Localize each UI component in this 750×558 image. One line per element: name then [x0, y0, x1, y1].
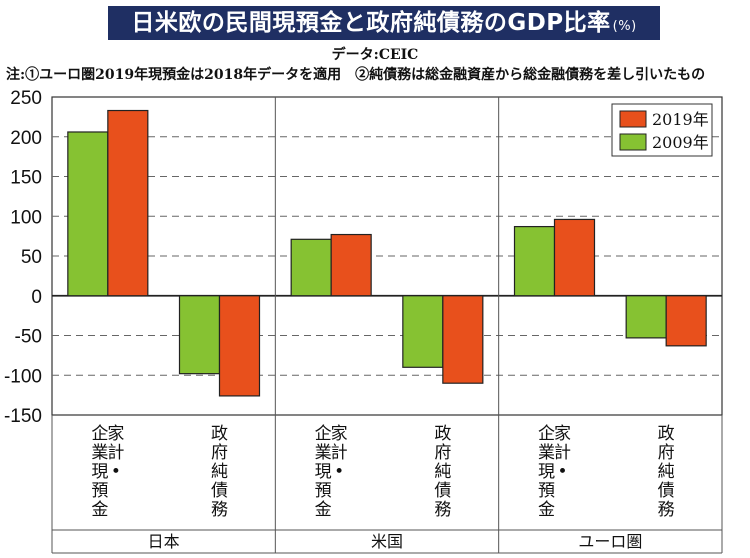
category-label-char: 債	[211, 481, 228, 501]
bar-2009-3	[402, 295, 444, 368]
category-label-char: 業	[91, 443, 108, 463]
category-label-char: 純	[211, 462, 228, 482]
category-label-char: 純	[434, 462, 451, 482]
category-label-char: 預	[315, 481, 332, 501]
category-label-char: 政	[658, 424, 675, 444]
group-label: 米国	[371, 532, 403, 551]
y-tick-label: -150	[4, 406, 42, 427]
category-label-char: 現	[91, 462, 108, 482]
y-tick-label: 200	[10, 128, 42, 149]
chart-note: 注:①ユーロ圏2019年現預金は2018年データを適用 ②純債務は総金融資産から…	[6, 67, 706, 83]
legend-swatch	[619, 133, 647, 151]
y-tick-label: -100	[4, 366, 42, 387]
y-tick-label: 250	[10, 88, 42, 109]
y-tick-label: 50	[21, 247, 42, 268]
bar-2009-4	[513, 225, 556, 297]
category-label-char: 業	[538, 443, 555, 463]
y-tick-label: -50	[15, 327, 42, 348]
bar-2009-0	[67, 131, 109, 297]
bar-2009-5	[625, 295, 667, 339]
legend-label: 2019年	[652, 110, 709, 129]
category-label-char: 府	[434, 443, 451, 463]
category-label-char: 計	[554, 443, 571, 463]
bar-2019-3	[442, 295, 484, 384]
legend-label: 2009年	[652, 133, 709, 152]
category-label-char: 金	[538, 500, 555, 520]
category-label-char: 府	[658, 443, 675, 463]
chart-title: 日米欧の民間現預金と政府純債務のGDP比率 (%)	[108, 6, 660, 40]
category-label-char: 企	[538, 424, 555, 444]
bar-2019-4	[553, 218, 596, 297]
category-label-char: 金	[91, 500, 108, 520]
chart-title-text: 日米欧の民間現預金と政府純債務のGDP比率	[131, 10, 611, 36]
category-label-char: 企	[91, 424, 108, 444]
y-tick-label: 150	[10, 168, 42, 189]
category-label-char: 債	[658, 481, 675, 501]
data-source: データ:CEIC	[331, 47, 419, 63]
group-label: ユーロ圏	[578, 532, 642, 551]
category-label-char: 債	[434, 481, 451, 501]
chart-title-unit: (%)	[612, 19, 637, 34]
category-label-char: 純	[658, 462, 675, 482]
y-tick-label: 0	[31, 287, 42, 308]
category-label-char: 現	[538, 462, 555, 482]
category-label-char: •	[557, 462, 567, 482]
category-label-char: 家	[107, 424, 124, 444]
category-label-char: 計	[107, 443, 124, 463]
bar-2019-0	[107, 109, 149, 297]
category-label-char: 預	[538, 481, 555, 501]
category-label-char: 府	[211, 443, 228, 463]
category-label-char: 務	[434, 500, 451, 520]
category-label-char: 務	[211, 500, 228, 520]
group-label: 日本	[148, 532, 180, 551]
bar-2019-1	[218, 295, 261, 397]
bar-2009-1	[178, 295, 221, 375]
category-label-char: 業	[315, 443, 332, 463]
bar-2019-2	[330, 233, 372, 297]
category-label-char: 家	[331, 424, 348, 444]
category-label-char: 預	[91, 481, 108, 501]
y-tick-label: 100	[10, 207, 42, 228]
category-label-char: 務	[658, 500, 675, 520]
legend-swatch	[619, 110, 647, 128]
category-label-char: 計	[331, 443, 348, 463]
category-label-char: 企	[315, 424, 332, 444]
category-label-char: 政	[434, 424, 451, 444]
category-label-char: 現	[315, 462, 332, 482]
bar-2009-2	[290, 238, 332, 297]
category-label-char: •	[334, 462, 344, 482]
bar-2019-5	[665, 295, 707, 347]
category-label-char: 政	[211, 424, 228, 444]
category-label-char: •	[111, 462, 121, 482]
category-label-char: 金	[315, 500, 332, 520]
category-label-char: 家	[554, 424, 571, 444]
